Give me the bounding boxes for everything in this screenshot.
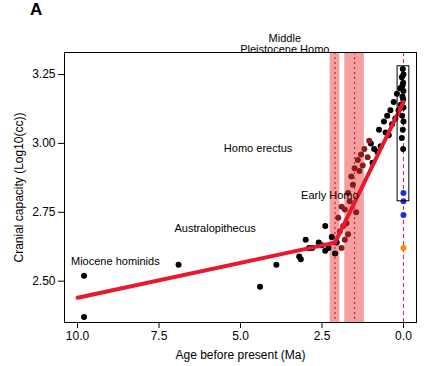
svg-text:Homo erectus: Homo erectus xyxy=(224,142,293,154)
svg-text:10.0: 10.0 xyxy=(66,329,90,343)
svg-text:3.25: 3.25 xyxy=(32,67,56,81)
svg-text:3.00: 3.00 xyxy=(32,136,56,150)
svg-text:7.5: 7.5 xyxy=(151,329,168,343)
svg-text:0.0: 0.0 xyxy=(395,329,412,343)
svg-text:Age before present (Ma): Age before present (Ma) xyxy=(175,348,305,362)
svg-text:Australopithecus: Australopithecus xyxy=(174,222,256,234)
svg-text:Early Homo: Early Homo xyxy=(301,189,358,201)
svg-text:Cranial capacity (Log10(cc)): Cranial capacity (Log10(cc)) xyxy=(12,112,26,262)
html-text:A: A xyxy=(30,0,43,19)
svg-text:MiddlePleistocene Homo: MiddlePleistocene Homo xyxy=(240,32,329,55)
svg-text:5.0: 5.0 xyxy=(232,329,249,343)
svg-text:Miocene hominids: Miocene hominids xyxy=(71,255,160,267)
svg-text:2.75: 2.75 xyxy=(32,205,56,219)
svg-text:2.5: 2.5 xyxy=(314,329,331,343)
svg-text:2.50: 2.50 xyxy=(32,274,56,288)
